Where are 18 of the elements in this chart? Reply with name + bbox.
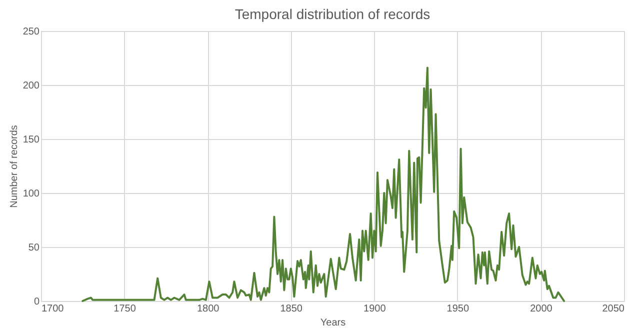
y-tick-label: 200 (22, 80, 40, 92)
x-tick-label: 2000 (530, 304, 553, 314)
line-series (82, 66, 566, 302)
x-tick-label: 1900 (364, 304, 386, 314)
x-axis-title: Years (320, 318, 346, 328)
x-tick-label: 1700 (42, 304, 64, 314)
y-axis-title: Number of records (8, 125, 20, 208)
x-tick-label: 1750 (114, 304, 136, 314)
x-tick-label: 2050 (602, 304, 625, 314)
y-tick-label: 50 (28, 242, 40, 254)
x-tick-label: 1800 (196, 304, 220, 314)
chart-title: Temporal distribution of records (234, 6, 430, 22)
y-tick-label: 0 (34, 296, 40, 308)
y-tick-label: 100 (22, 188, 40, 200)
x-tick-label: 1850 (280, 304, 303, 314)
x-tick-label: 1950 (446, 304, 470, 314)
y-tick-label: 150 (22, 134, 40, 146)
y-tick-label: 250 (22, 26, 40, 38)
